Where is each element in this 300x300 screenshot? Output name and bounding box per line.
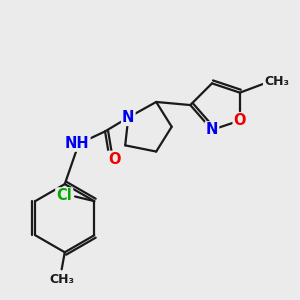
Text: O: O: [234, 113, 246, 128]
Text: NH: NH: [65, 136, 89, 151]
Text: N: N: [206, 122, 218, 137]
Text: CH₃: CH₃: [264, 75, 289, 88]
Text: Cl: Cl: [56, 188, 72, 203]
Text: O: O: [108, 152, 121, 167]
Text: CH₃: CH₃: [49, 273, 74, 286]
Text: N: N: [122, 110, 134, 125]
